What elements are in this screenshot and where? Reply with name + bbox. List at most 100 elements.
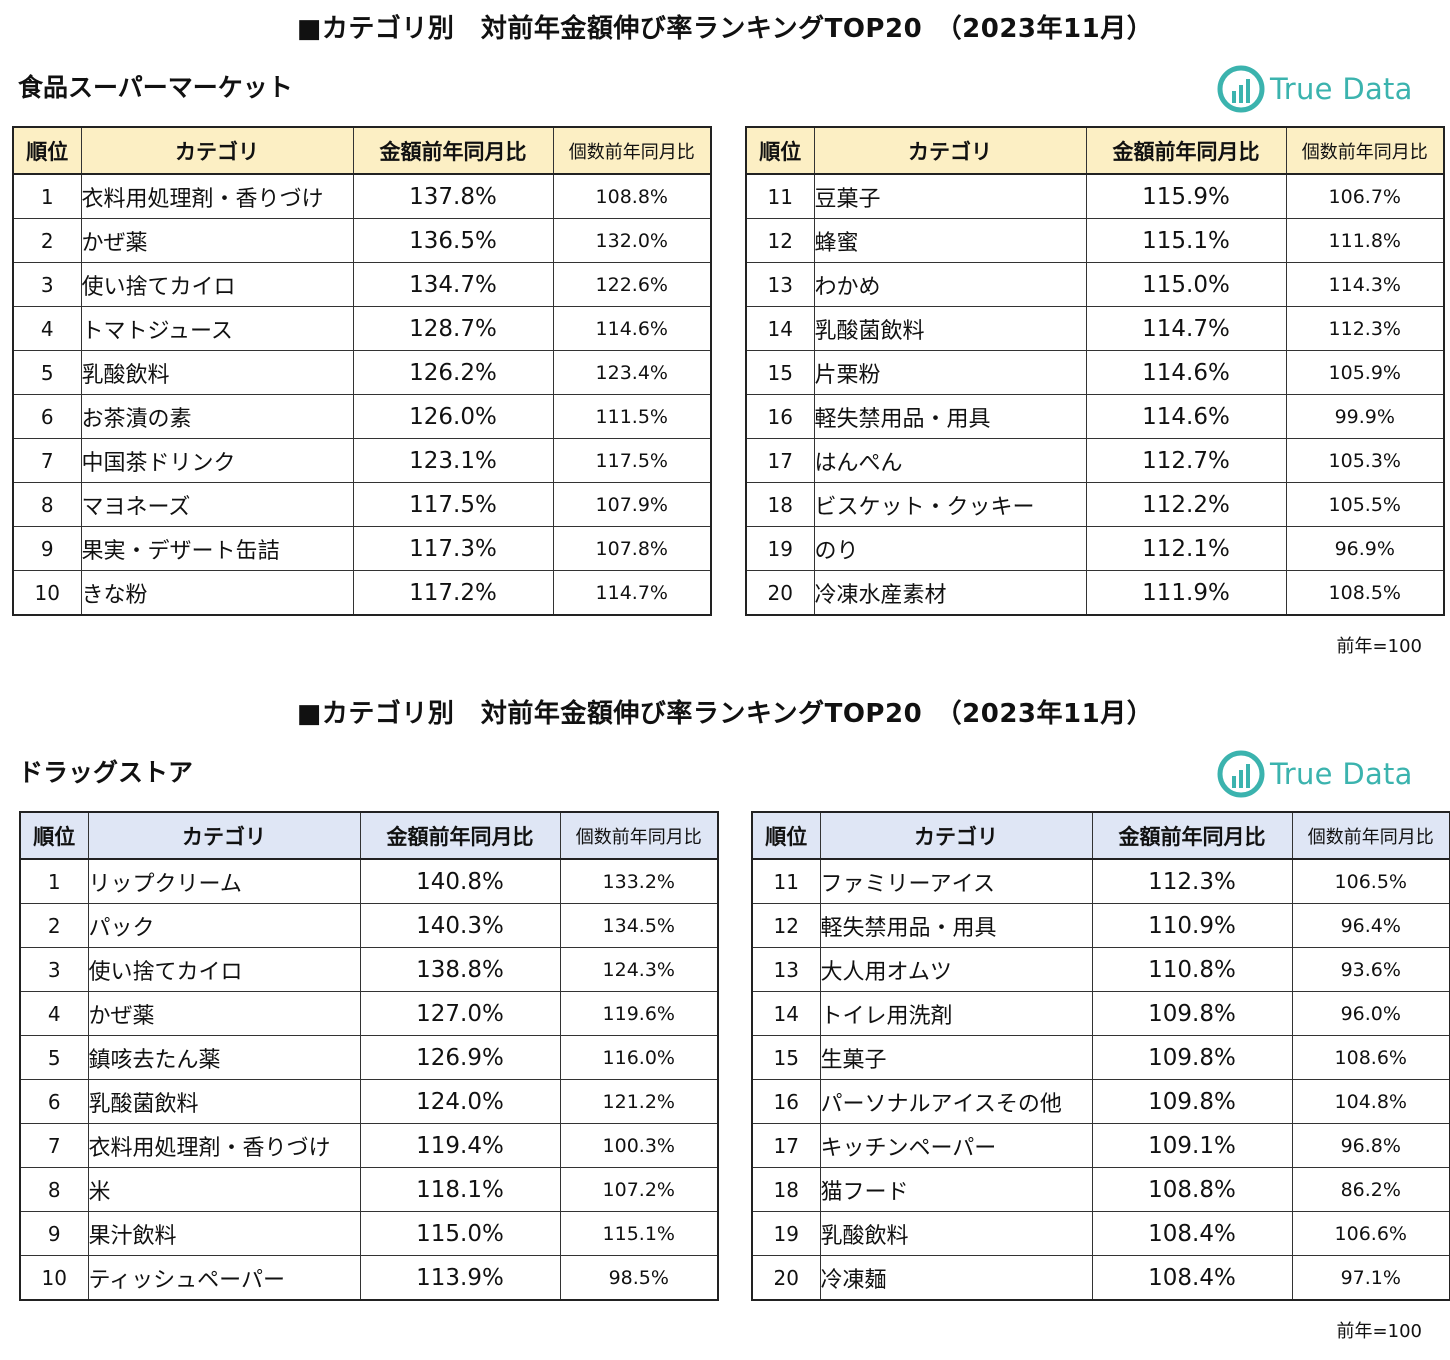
sub-title: 食品スーパーマーケット [18,73,293,102]
logo-text: True Data [1270,757,1413,791]
quantity-ratio-cell: 119.6% [559,991,719,1036]
quantity-ratio-cell: 121.2% [559,1079,719,1124]
rank-cell: 3 [12,262,82,307]
quantity-ratio-cell: 117.5% [552,438,712,483]
ranking-table-right: 順位 カテゴリ 金額前年同月比 個数前年同月比 11 ファミリーアイス 112.3%… [751,811,1450,1301]
table-row: 4 トマトジュース 128.7% 114.6% [12,306,712,351]
category-cell: パック [87,903,361,948]
quantity-ratio-cell: 115.1% [559,1211,719,1256]
amount-ratio-cell: 115.0% [1085,262,1287,307]
rank-cell: 7 [19,1123,89,1168]
table-row: 6 お茶漬の素 126.0% 111.5% [12,394,712,439]
category-cell: 鎮咳去たん薬 [87,1035,361,1080]
quantity-ratio-cell: 93.6% [1291,947,1450,992]
category-cell: 軽失禁用品・用具 [819,903,1093,948]
amount-ratio-cell: 117.3% [352,526,554,571]
amount-ratio-cell: 140.3% [359,903,561,948]
category-cell: わかめ [813,262,1087,307]
quantity-ratio-cell: 105.3% [1285,438,1445,483]
table-row: 16 パーソナルアイスその他 109.8% 104.8% [751,1079,1450,1124]
category-cell: のり [813,526,1087,571]
category-cell: かぜ薬 [80,218,354,263]
amount-ratio-cell: 108.4% [1091,1255,1293,1301]
category-cell: きな粉 [80,570,354,616]
header-rank: 順位 [745,126,815,175]
amount-ratio-cell: 114.7% [1085,306,1287,351]
header-rank: 順位 [751,811,821,860]
amount-ratio-cell: 118.1% [359,1167,561,1212]
category-cell: 乳酸菌飲料 [87,1079,361,1124]
main-title: ■カテゴリ別 対前年金額伸び率ランキングTOP20 （2023年11月） [296,14,1154,44]
amount-ratio-cell: 140.8% [359,858,561,904]
rank-cell: 1 [19,858,89,904]
header-quantity: 個数前年同月比 [1291,811,1450,860]
category-cell: 大人用オムツ [819,947,1093,992]
category-cell: 蜂蜜 [813,218,1087,263]
rank-cell: 19 [751,1211,821,1256]
rank-cell: 20 [745,570,815,616]
quantity-ratio-cell: 96.0% [1291,991,1450,1036]
rank-cell: 9 [12,526,82,571]
table-row: 2 パック 140.3% 134.5% [19,903,719,948]
header-category: カテゴリ [819,811,1093,860]
rank-cell: 7 [12,438,82,483]
quantity-ratio-cell: 96.8% [1291,1123,1450,1168]
rank-cell: 17 [751,1123,821,1168]
table-row: 4 かぜ薬 127.0% 119.6% [19,991,719,1036]
header-rank: 順位 [12,126,82,175]
category-cell: 冷凍水産素材 [813,570,1087,616]
category-cell: ティッシュペーパー [87,1255,361,1301]
base-note: 前年=100 [1336,1321,1422,1342]
rank-cell: 6 [19,1079,89,1124]
rank-cell: 4 [12,306,82,351]
amount-ratio-cell: 109.1% [1091,1123,1293,1168]
category-cell: パーソナルアイスその他 [819,1079,1093,1124]
amount-ratio-cell: 112.2% [1085,482,1287,527]
table-row: 7 中国茶ドリンク 123.1% 117.5% [12,438,712,483]
table-body: 順位 カテゴリ 金額前年同月比 個数前年同月比 1 リップクリーム 140.8% 13… [19,811,719,1301]
main-title: ■カテゴリ別 対前年金額伸び率ランキングTOP20 （2023年11月） [296,699,1154,729]
rank-cell: 10 [12,570,82,616]
quantity-ratio-cell: 105.5% [1285,482,1445,527]
table-row: 17 はんぺん 112.7% 105.3% [745,438,1445,483]
rank-cell: 10 [19,1255,89,1301]
rank-cell: 8 [19,1167,89,1212]
rank-cell: 13 [745,262,815,307]
amount-ratio-cell: 136.5% [352,218,554,263]
table-header-row: 順位 カテゴリ 金額前年同月比 個数前年同月比 [751,811,1450,860]
ranking-section-supermarket: ■カテゴリ別 対前年金額伸び率ランキングTOP20 （2023年11月） 食品ス… [0,0,1450,675]
quantity-ratio-cell: 112.3% [1285,306,1445,351]
amount-ratio-cell: 112.7% [1085,438,1287,483]
header-rank: 順位 [19,811,89,860]
table-body: 順位 カテゴリ 金額前年同月比 個数前年同月比 11 豆菓子 115.9% 106.7… [745,126,1445,616]
category-cell: 乳酸飲料 [819,1211,1093,1256]
table-row: 3 使い捨てカイロ 134.7% 122.6% [12,262,712,307]
quantity-ratio-cell: 108.8% [552,173,712,219]
quantity-ratio-cell: 134.5% [559,903,719,948]
table-row: 19 乳酸飲料 108.4% 106.6% [751,1211,1450,1256]
category-cell: ファミリーアイス [819,858,1093,904]
table-header-row: 順位 カテゴリ 金額前年同月比 個数前年同月比 [745,126,1445,175]
quantity-ratio-cell: 114.3% [1285,262,1445,307]
truedata-logo-icon [1217,65,1265,113]
table-row: 12 蜂蜜 115.1% 111.8% [745,218,1445,263]
amount-ratio-cell: 126.2% [352,350,554,395]
ranking-section-drugstore: ■カテゴリ別 対前年金額伸び率ランキングTOP20 （2023年11月） ドラッ… [0,685,1450,1360]
quantity-ratio-cell: 114.7% [552,570,712,616]
amount-ratio-cell: 115.9% [1085,173,1287,219]
rank-cell: 1 [12,173,82,219]
table-row: 14 トイレ用洗剤 109.8% 96.0% [751,991,1450,1036]
quantity-ratio-cell: 106.7% [1285,173,1445,219]
header-category: カテゴリ [813,126,1087,175]
header-amount: 金額前年同月比 [359,811,561,860]
table-row: 18 猫フード 108.8% 86.2% [751,1167,1450,1212]
amount-ratio-cell: 114.6% [1085,394,1287,439]
quantity-ratio-cell: 96.4% [1291,903,1450,948]
quantity-ratio-cell: 100.3% [559,1123,719,1168]
table-row: 5 乳酸飲料 126.2% 123.4% [12,350,712,395]
table-row: 8 マヨネーズ 117.5% 107.9% [12,482,712,527]
table-row: 10 ティッシュペーパー 113.9% 98.5% [19,1255,719,1301]
amount-ratio-cell: 123.1% [352,438,554,483]
base-note: 前年=100 [1336,636,1422,657]
amount-ratio-cell: 117.2% [352,570,554,616]
